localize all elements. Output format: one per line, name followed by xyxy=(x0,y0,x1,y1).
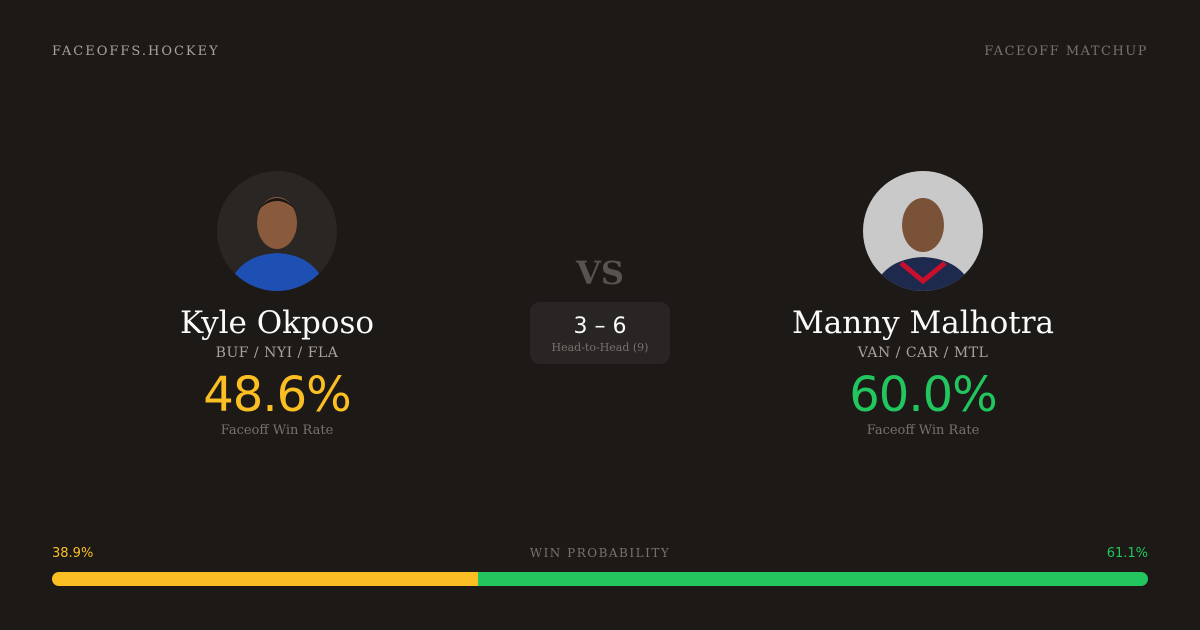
faceoff-win-rate: 60.0% xyxy=(849,367,997,423)
win-rate-label: Faceoff Win Rate xyxy=(220,423,334,438)
win-probability-right: 61.1% xyxy=(1106,546,1148,561)
win-probability-left: 38.9% xyxy=(52,546,94,561)
player-teams: VAN / CAR / MTL xyxy=(857,345,989,361)
player-teams: BUF / NYI / FLA xyxy=(215,345,339,361)
head-to-head-score: 3 – 6 xyxy=(573,314,627,339)
player-right: Manny Malhotra VAN / CAR / MTL 60.0% Fac… xyxy=(723,171,1123,438)
vs-label: VS xyxy=(576,254,624,292)
site-brand: FACEOFFS.HOCKEY xyxy=(52,44,220,59)
faceoff-win-rate: 48.6% xyxy=(203,367,351,423)
player-avatar xyxy=(863,171,983,291)
head-to-head-card: 3 – 6 Head-to-Head (9) xyxy=(530,302,670,364)
player-name: Manny Malhotra xyxy=(791,305,1055,341)
win-probability-right-segment xyxy=(478,572,1148,586)
win-probability-bar xyxy=(52,572,1148,586)
player-name: Kyle Okposo xyxy=(179,305,375,341)
player-avatar xyxy=(217,171,337,291)
head-to-head-label: Head-to-Head (9) xyxy=(551,341,649,354)
win-probability-left-segment xyxy=(52,572,479,586)
player-left: Kyle Okposo BUF / NYI / FLA 48.6% Faceof… xyxy=(77,171,477,438)
win-rate-label: Faceoff Win Rate xyxy=(866,423,980,438)
page-tag: FACEOFF MATCHUP xyxy=(984,44,1148,59)
win-probability-label: WIN PROBABILITY xyxy=(529,546,671,560)
